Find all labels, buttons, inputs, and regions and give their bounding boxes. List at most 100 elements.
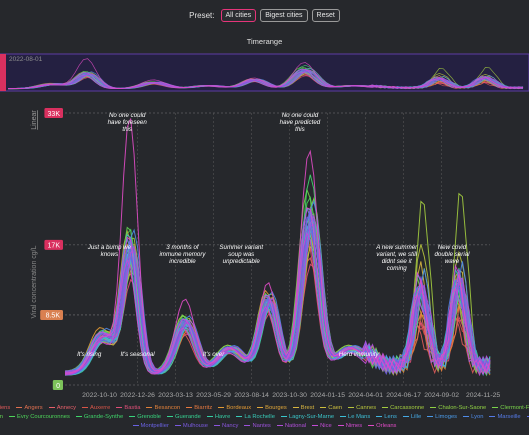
legend-swatch bbox=[427, 415, 434, 417]
legend-swatch bbox=[214, 424, 221, 426]
legend-item[interactable]: Montpellier bbox=[132, 422, 169, 431]
legend-item[interactable]: Mulhouse bbox=[174, 422, 209, 431]
legend-item[interactable]: Biarritz bbox=[186, 404, 212, 413]
biggest-cities-button[interactable]: Bigest cities bbox=[260, 9, 308, 22]
legend-label: Montpellier bbox=[140, 423, 169, 429]
legend-item[interactable]: Metz bbox=[526, 413, 529, 422]
legend-label: Orleans bbox=[376, 423, 397, 429]
all-cities-button[interactable]: All cities bbox=[220, 9, 257, 22]
y-tick-badge bbox=[52, 380, 63, 390]
legend-item[interactable]: Carcassonne bbox=[382, 404, 424, 413]
legend-label: La Rochelle bbox=[244, 414, 275, 420]
legend-item[interactable]: Auxerre bbox=[82, 404, 110, 413]
legend-label: Biarritz bbox=[194, 405, 213, 411]
annotation-text: A new summer bbox=[375, 244, 418, 251]
legend-swatch bbox=[526, 415, 529, 417]
legend-item[interactable]: Annecy bbox=[48, 404, 76, 413]
legend-item[interactable]: Brest bbox=[292, 404, 315, 413]
overview-line bbox=[8, 68, 524, 90]
legend-item[interactable]: Clermont-Ferrand bbox=[492, 404, 529, 413]
legend-label: Grande-Synthe bbox=[83, 414, 124, 420]
legend-item[interactable]: Bastia bbox=[116, 404, 140, 413]
legend-label: Clermont-Ferrand bbox=[500, 405, 529, 411]
legend-item[interactable]: Amiens bbox=[0, 404, 10, 413]
legend-item[interactable]: Evry Courcouronnes bbox=[9, 413, 70, 422]
series-line-nice[interactable] bbox=[64, 231, 491, 377]
legend-swatch bbox=[186, 406, 193, 408]
legend-label: Marseille bbox=[497, 414, 521, 420]
legend-item[interactable]: Angers bbox=[16, 404, 43, 413]
legend-item[interactable]: La Rochelle bbox=[236, 413, 275, 422]
y-tick-label: 17K bbox=[48, 243, 61, 250]
legend-item[interactable]: Limoges bbox=[427, 413, 457, 422]
series-line-orleans[interactable] bbox=[64, 118, 491, 375]
y-tick-label: 0 bbox=[56, 383, 60, 390]
legend-item[interactable]: Nancy bbox=[214, 422, 238, 431]
main-chart: 33K 17K 8.5K 0 Linear Viral concentration c… bbox=[31, 108, 500, 399]
annotation-text: It's seasonal bbox=[120, 351, 155, 358]
legend-item[interactable]: Lagny-Sur-Marne bbox=[280, 413, 335, 422]
annotation-text: Herd immunity bbox=[339, 351, 380, 358]
x-tick-label: 2022-12-26 bbox=[120, 392, 155, 399]
legend-item[interactable]: Grenoble bbox=[129, 413, 161, 422]
legend-item[interactable]: Bordeaux bbox=[218, 404, 251, 413]
legend-item[interactable]: Cannes bbox=[348, 404, 376, 413]
legend-item[interactable]: Dijon bbox=[0, 413, 3, 422]
annotation-text: variant, we still bbox=[376, 251, 417, 258]
legend-label: Brest bbox=[300, 405, 315, 411]
legend-item[interactable]: Nimes bbox=[337, 422, 362, 431]
legend-label: Evry Courcouronnes bbox=[17, 414, 70, 420]
legend-item[interactable]: Havre bbox=[206, 413, 230, 422]
legend-label: Caen bbox=[328, 405, 343, 411]
legend-item[interactable]: Grande-Synthe bbox=[75, 413, 124, 422]
reset-button[interactable]: Reset bbox=[311, 9, 340, 22]
x-tick-label: 2024-09-02 bbox=[424, 392, 459, 399]
legend-swatch bbox=[292, 406, 299, 408]
legend-item[interactable]: Nice bbox=[312, 422, 332, 431]
legend-label: Auxerre bbox=[90, 405, 111, 411]
legend-swatch bbox=[174, 424, 181, 426]
timerange-overview[interactable]: 2022-08-01 bbox=[0, 50, 529, 95]
legend-label: Lyon bbox=[471, 414, 484, 420]
legend-label: Lagny-Sur-Marne bbox=[288, 414, 335, 420]
legend-item[interactable]: Caen bbox=[320, 404, 342, 413]
legend-item[interactable]: Lyon bbox=[463, 413, 483, 422]
legend-label: Lens bbox=[384, 414, 397, 420]
legend-item[interactable]: Lille bbox=[402, 413, 422, 422]
y-tick-badge bbox=[44, 108, 63, 118]
legend-item[interactable]: National bbox=[276, 422, 306, 431]
legend-swatch bbox=[368, 424, 375, 426]
legend-row: Montpellier Mulhouse Nancy Nantes National Ni… bbox=[0, 422, 529, 431]
legend-swatch bbox=[82, 406, 89, 408]
legend-swatch bbox=[132, 424, 139, 426]
series-line-havre[interactable] bbox=[64, 218, 491, 376]
legend-label: Lille bbox=[410, 414, 422, 420]
legend-label: Amiens bbox=[0, 405, 11, 411]
x-tick-label: 2024-04-01 bbox=[348, 392, 383, 399]
timerange-left-handle[interactable] bbox=[0, 54, 6, 91]
legend-swatch bbox=[236, 415, 243, 417]
legend-label: Nancy bbox=[222, 423, 239, 429]
legend-item[interactable]: Le Mans bbox=[340, 413, 370, 422]
series-line-bordeaux[interactable] bbox=[64, 206, 491, 374]
annotation-text: have predicted bbox=[280, 119, 321, 126]
legend-item[interactable]: Chalon-Sur-Saone bbox=[430, 404, 486, 413]
legend-item[interactable]: Marseille bbox=[489, 413, 521, 422]
legend-item[interactable]: Besancon bbox=[146, 404, 180, 413]
legend-label: Limoges bbox=[435, 414, 458, 420]
scale-toggle[interactable]: Linear bbox=[31, 110, 38, 130]
legend-item[interactable]: Bourges bbox=[257, 404, 287, 413]
legend-item[interactable]: Lens bbox=[376, 413, 397, 422]
legend-swatch bbox=[48, 406, 55, 408]
legend-item[interactable]: Guerande bbox=[167, 413, 201, 422]
series-line-nimes[interactable] bbox=[64, 207, 491, 376]
series-line-lagny-sur-marne[interactable] bbox=[64, 207, 491, 374]
legend-item[interactable]: Nantes bbox=[244, 422, 271, 431]
legend-label: Guerande bbox=[175, 414, 201, 420]
annotation-text: have foreseen bbox=[108, 119, 148, 126]
legend-swatch bbox=[9, 415, 16, 417]
legend-item[interactable]: Orleans bbox=[368, 422, 396, 431]
legend-label: Le Mans bbox=[348, 414, 371, 420]
overview-lines bbox=[7, 58, 524, 90]
legend-label: Mulhouse bbox=[182, 423, 209, 429]
